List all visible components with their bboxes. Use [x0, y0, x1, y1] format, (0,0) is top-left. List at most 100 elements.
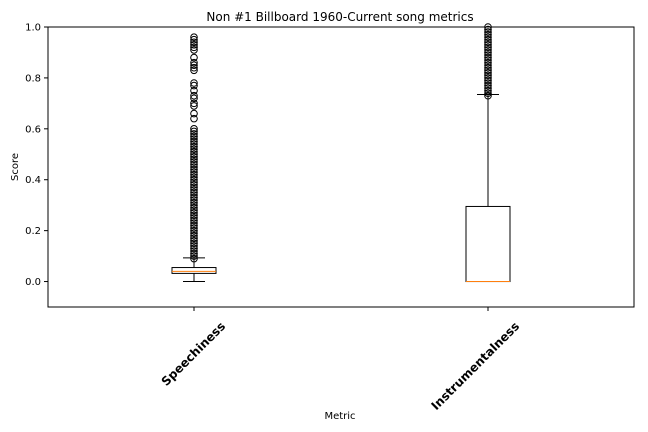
outlier-point	[190, 247, 198, 255]
y-axis: 0.0 0.2 0.4 0.6 0.8 1.0	[25, 23, 48, 288]
outlier-point	[190, 140, 198, 148]
outlier-point	[190, 94, 198, 103]
outlier-point	[190, 170, 198, 179]
outlier-point	[484, 43, 492, 52]
outlier-point	[484, 91, 492, 100]
outlier-point	[190, 63, 198, 72]
outlier-point	[190, 61, 198, 69]
outlier-point	[190, 181, 198, 189]
outlier-point	[190, 224, 198, 232]
outlier-point	[484, 63, 492, 72]
outlier-point	[190, 165, 198, 174]
outlier-point	[190, 66, 198, 75]
iqr-box	[465, 205, 511, 283]
outlier-point	[190, 214, 198, 222]
outlier-point	[190, 150, 198, 159]
outlier-point	[484, 71, 492, 80]
outlier-point	[190, 244, 198, 253]
plot-area	[47, 26, 635, 308]
outlier-point	[484, 35, 492, 44]
outlier-point	[484, 69, 492, 77]
outlier-point	[190, 79, 198, 87]
outlier-point	[190, 209, 198, 217]
outlier-point	[484, 30, 492, 39]
outlier-point	[190, 132, 198, 141]
outlier-point	[190, 38, 198, 47]
outlier-point	[190, 86, 198, 95]
outlier-point	[190, 137, 198, 146]
outlier-point	[190, 35, 198, 44]
outlier-point	[190, 81, 198, 90]
outlier-point	[190, 221, 198, 230]
outlier-point	[484, 51, 492, 59]
y-tick-label: 1.0	[25, 23, 41, 34]
outlier-point	[484, 81, 492, 90]
outlier-point	[190, 168, 198, 176]
outlier-point	[484, 48, 492, 57]
y-axis-label: Score	[10, 153, 21, 181]
outlier-point	[484, 74, 492, 82]
y-tick-label: 0.0	[25, 277, 41, 288]
outlier-point	[190, 102, 198, 110]
outlier-point	[190, 153, 198, 161]
outlier-point	[484, 33, 492, 41]
outlier-point	[484, 76, 492, 85]
outlier-point	[484, 84, 492, 92]
outlier-point	[190, 196, 198, 204]
iqr-box	[171, 267, 217, 274]
outlier-point	[190, 41, 198, 49]
outlier-point	[190, 188, 198, 197]
outlier-point	[190, 160, 198, 169]
outlier-point	[190, 127, 198, 136]
outlier-point	[190, 53, 198, 62]
outlier-point	[190, 147, 198, 156]
outlier-point	[484, 25, 492, 34]
outlier-point	[484, 58, 492, 67]
y-tick-label: 0.6	[25, 124, 41, 135]
outlier-point	[484, 89, 492, 97]
outlier-point	[484, 79, 492, 87]
outlier-point	[484, 23, 492, 31]
outlier-point	[190, 226, 198, 235]
outlier-point	[190, 109, 198, 118]
outlier-point	[190, 198, 198, 207]
outlier-point	[190, 219, 198, 227]
y-tick-label: 0.2	[25, 226, 41, 237]
outlier-point	[190, 163, 198, 171]
outlier-point	[484, 56, 492, 64]
y-tick-label: 0.4	[25, 175, 41, 186]
outlier-point	[190, 254, 198, 263]
outlier-point	[484, 66, 492, 75]
outlier-point	[190, 237, 198, 245]
outlier-point	[190, 216, 198, 225]
outlier-point	[190, 201, 198, 209]
outlier-point	[190, 158, 198, 166]
outlier-point	[190, 142, 198, 151]
outlier-point	[190, 43, 198, 52]
outlier-point	[190, 234, 198, 243]
outlier-point	[190, 178, 198, 187]
outlier-point	[484, 61, 492, 69]
outlier-point	[190, 125, 198, 133]
outlier-point	[190, 114, 198, 123]
outlier-point	[190, 191, 198, 199]
chart-title: Non #1 Billboard 1960-Current song metri…	[206, 10, 473, 24]
outlier-point	[190, 46, 198, 54]
outlier-point	[190, 99, 198, 108]
box-speechiness	[171, 33, 217, 283]
outlier-point	[484, 46, 492, 54]
box-instrumentalness	[465, 23, 511, 283]
outlier-point	[190, 135, 198, 143]
outlier-point	[484, 53, 492, 62]
outlier-point	[484, 28, 492, 36]
x-axis: Speechiness Instrumentalness	[159, 307, 522, 413]
outlier-point	[190, 211, 198, 220]
outlier-point	[190, 239, 198, 248]
outlier-point	[190, 130, 198, 138]
outlier-point	[190, 155, 198, 164]
outlier-point	[190, 231, 198, 240]
y-tick-label: 0.8	[25, 73, 41, 84]
outlier-point	[190, 206, 198, 215]
outlier-point	[484, 38, 492, 47]
